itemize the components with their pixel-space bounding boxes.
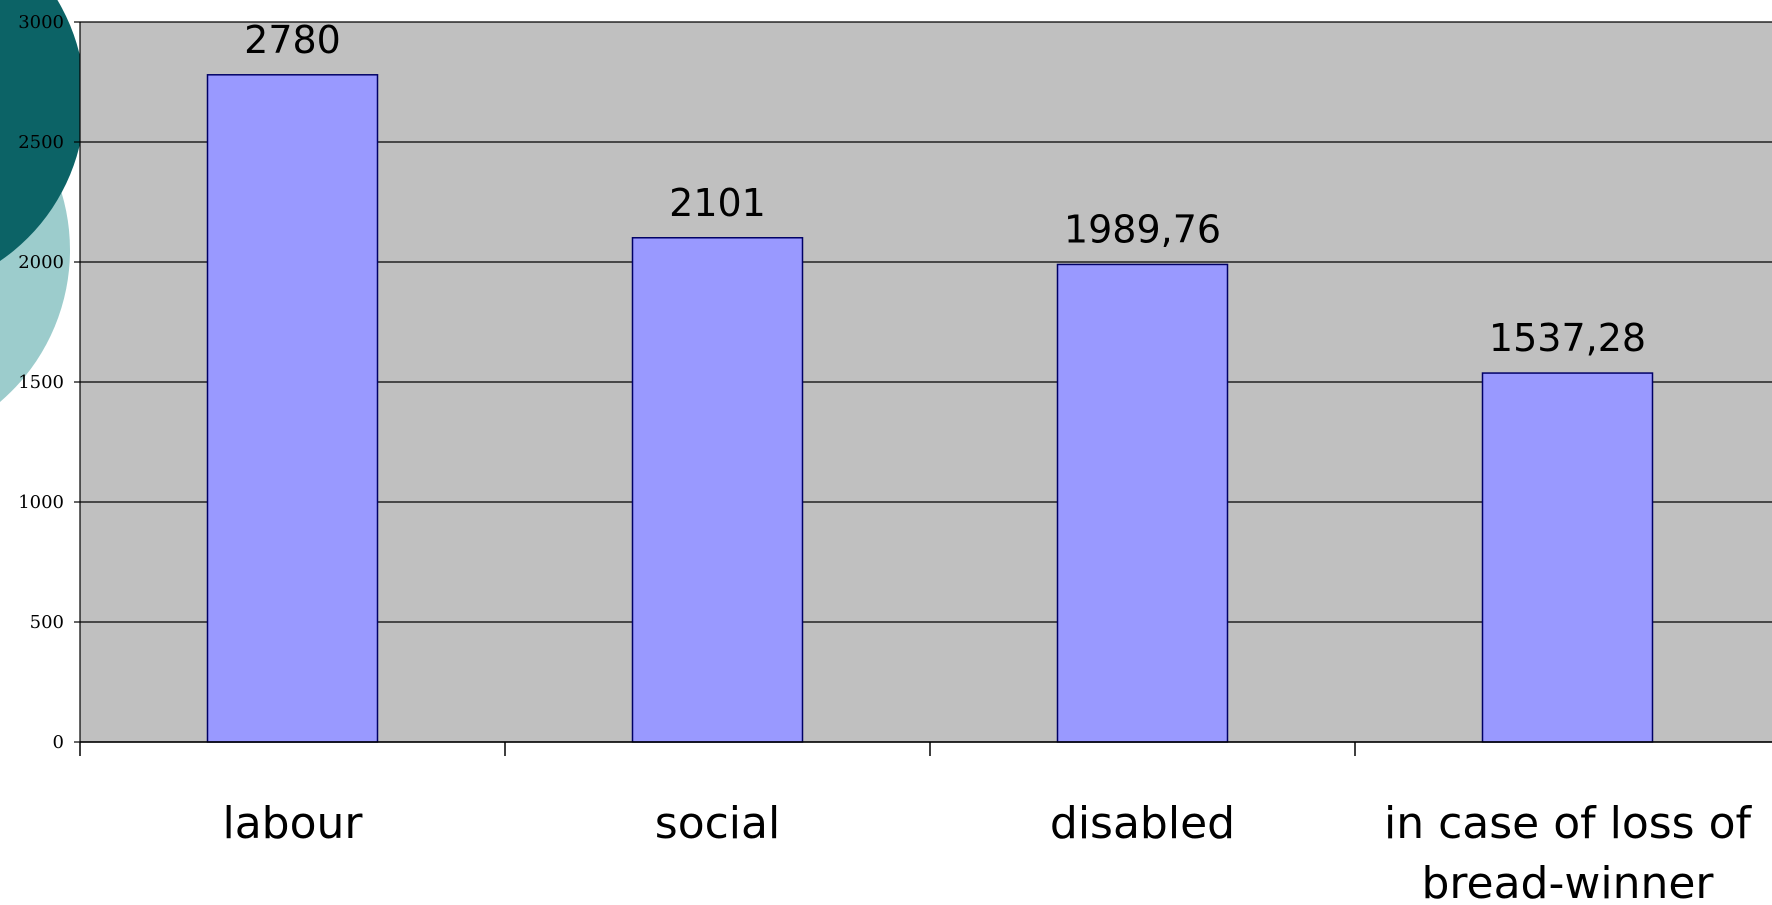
bars bbox=[206, 74, 1654, 743]
x-category-label: in case of loss of bread-winner bbox=[1384, 798, 1753, 905]
bar bbox=[1481, 372, 1654, 743]
y-axis: 0 500 1000 1500 2000 2500 3000 bbox=[18, 12, 81, 753]
x-category-label: disabled bbox=[1050, 798, 1235, 849]
y-tick-label: 0 bbox=[53, 732, 64, 753]
data-label: 1537,28 bbox=[1489, 316, 1646, 360]
y-tick-label: 500 bbox=[30, 612, 64, 633]
y-tick-label: 1500 bbox=[18, 372, 64, 393]
data-labels: 2780 2101 1989,76 1537,28 bbox=[244, 18, 1646, 360]
y-tick-label: 1000 bbox=[18, 492, 64, 513]
x-category-label: social bbox=[655, 798, 780, 849]
data-label: 1989,76 bbox=[1064, 207, 1221, 251]
data-label: 2780 bbox=[244, 18, 341, 62]
bar bbox=[206, 74, 379, 743]
y-tick-label: 2000 bbox=[18, 252, 64, 273]
data-label: 2101 bbox=[669, 181, 766, 225]
bar bbox=[631, 237, 804, 743]
y-tick-label: 2500 bbox=[18, 132, 64, 153]
x-category-label: labour bbox=[222, 798, 363, 849]
x-axis: labour social disabled in case of loss of br… bbox=[79, 741, 1772, 905]
decor-circle-dark bbox=[0, 0, 85, 261]
bar bbox=[1056, 263, 1229, 743]
y-tick-label: 3000 bbox=[18, 12, 64, 33]
